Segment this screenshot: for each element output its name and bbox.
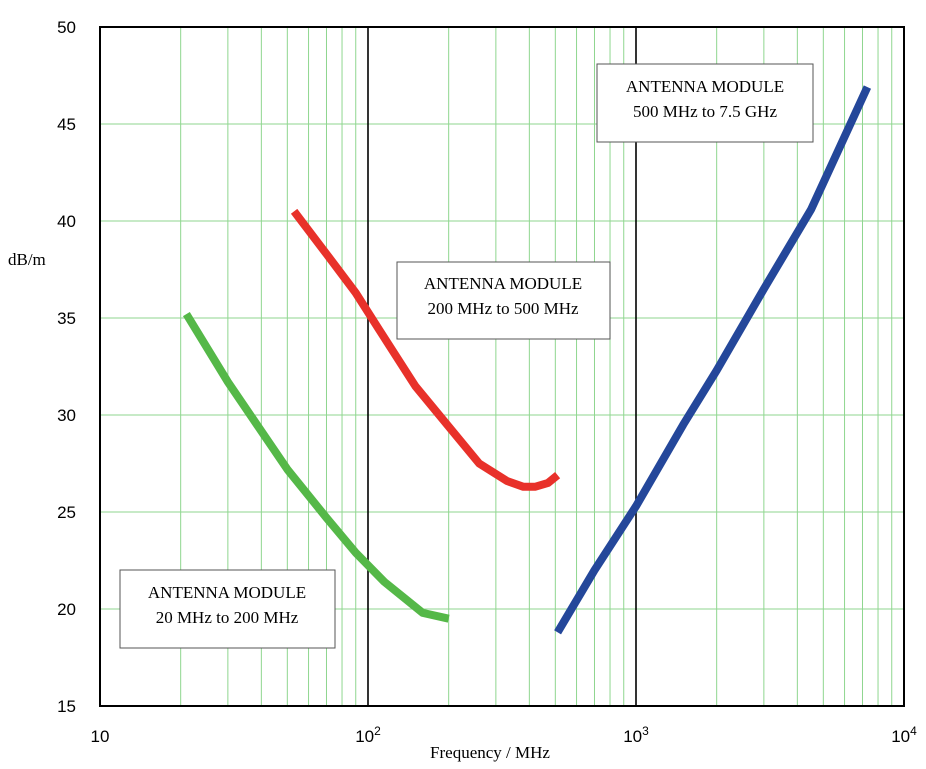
series-line-2: [554, 85, 872, 635]
annotation-green-line2: 20 MHz to 200 MHz: [156, 608, 299, 627]
x-tick-label: 10: [91, 727, 110, 746]
annotation-blue-line2: 500 MHz to 7.5 GHz: [633, 102, 777, 121]
x-tick-label: 102: [355, 724, 381, 746]
x-tick-label: 103: [623, 724, 649, 746]
y-tick-label: 40: [57, 212, 76, 231]
x-tick-label: 104: [891, 724, 917, 746]
y-tick-label: 35: [57, 309, 76, 328]
y-tick-label: 50: [57, 18, 76, 37]
x-tick-labels: 10 102 103 104: [91, 724, 918, 746]
annotation-green-line1: ANTENNA MODULE: [148, 583, 306, 602]
y-tick-label: 25: [57, 503, 76, 522]
y-tick-label: 15: [57, 697, 76, 716]
annotation-box-green: ANTENNA MODULE 20 MHz to 200 MHz: [119, 569, 336, 649]
annotation-blue-line1: ANTENNA MODULE: [626, 77, 784, 96]
annotation-red-line2: 200 MHz to 500 MHz: [427, 299, 579, 318]
y-tick-labels: 15 20 25 30 35 40 45 50: [57, 18, 76, 716]
plot-frame: [99, 26, 905, 707]
series-line-1: [290, 208, 561, 491]
y-tick-label: 45: [57, 115, 76, 134]
annotation-box-red: ANTENNA MODULE 200 MHz to 500 MHz: [396, 261, 611, 340]
series: [182, 85, 872, 635]
grid: [100, 27, 904, 706]
annotation-red-line1: ANTENNA MODULE: [424, 274, 582, 293]
annotation-box-blue: ANTENNA MODULE 500 MHz to 7.5 GHz: [596, 63, 814, 143]
y-tick-label: 20: [57, 600, 76, 619]
y-tick-label: 30: [57, 406, 76, 425]
x-axis-label: Frequency / MHz: [430, 743, 550, 762]
y-axis-label: dB/m: [8, 250, 46, 269]
series-line-0: [182, 312, 450, 623]
